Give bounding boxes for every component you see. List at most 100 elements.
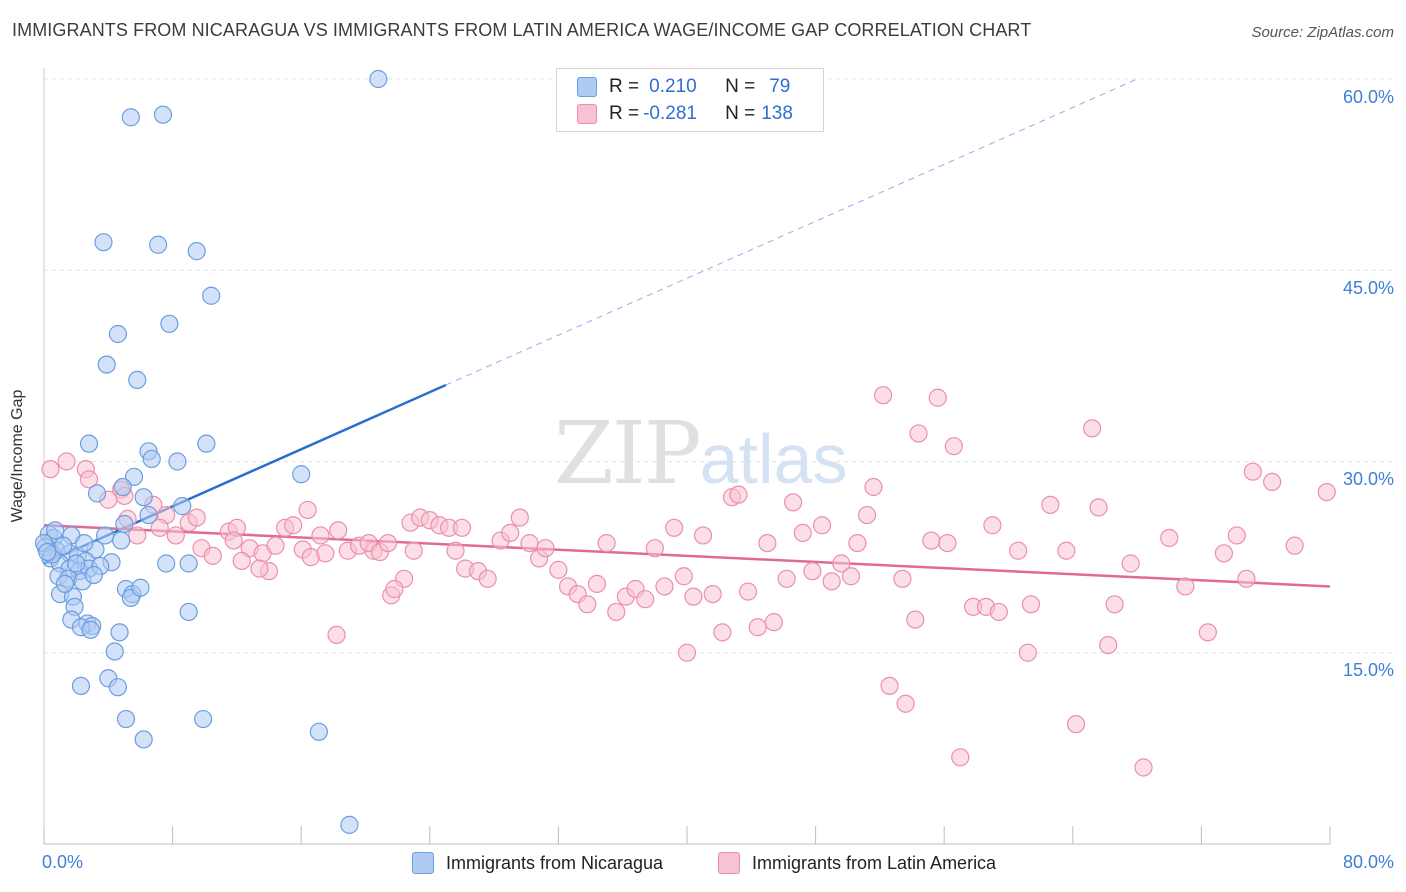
data-point-nicaragua bbox=[160, 314, 179, 333]
data-point-nicaragua bbox=[194, 709, 213, 729]
legend-label: Immigrants from Latin America bbox=[752, 852, 997, 873]
data-point-nicaragua bbox=[292, 465, 311, 484]
data-point-latin-america bbox=[1227, 526, 1246, 545]
data-point-nicaragua bbox=[67, 554, 86, 573]
trend-line-nicaragua-extension bbox=[445, 78, 1138, 386]
data-point-nicaragua bbox=[84, 565, 103, 585]
data-point-latin-america bbox=[893, 569, 912, 588]
data-point-nicaragua bbox=[134, 488, 153, 507]
data-point-latin-america bbox=[748, 618, 767, 637]
n-label: N = bbox=[725, 103, 756, 124]
data-point-latin-america bbox=[1089, 498, 1108, 517]
data-point-latin-america bbox=[1317, 483, 1336, 502]
data-point-latin-america bbox=[645, 539, 664, 558]
data-point-latin-america bbox=[1285, 536, 1304, 555]
data-point-latin-america bbox=[1041, 495, 1060, 514]
data-point-latin-america bbox=[684, 587, 703, 606]
data-point-latin-america bbox=[501, 523, 520, 543]
data-point-nicaragua bbox=[112, 531, 131, 550]
data-point-latin-america bbox=[587, 574, 607, 594]
data-points bbox=[34, 69, 1336, 834]
data-point-latin-america bbox=[510, 508, 529, 527]
data-point-latin-america bbox=[224, 531, 243, 550]
data-point-latin-america bbox=[1057, 541, 1076, 560]
data-point-latin-america bbox=[1134, 758, 1153, 777]
legend-label: Immigrants from Nicaragua bbox=[446, 852, 664, 873]
data-point-latin-america bbox=[549, 560, 568, 579]
data-point-nicaragua bbox=[197, 434, 216, 453]
data-point-nicaragua bbox=[202, 286, 221, 305]
data-point-nicaragua bbox=[173, 497, 192, 516]
data-point-latin-america bbox=[909, 424, 928, 443]
data-point-latin-america bbox=[327, 625, 346, 645]
data-point-latin-america bbox=[1160, 528, 1179, 548]
chart-title: IMMIGRANTS FROM NICARAGUA VS IMMIGRANTS … bbox=[12, 20, 1032, 40]
data-point-latin-america bbox=[329, 521, 348, 540]
data-point-nicaragua bbox=[139, 505, 158, 525]
data-point-nicaragua bbox=[110, 623, 129, 642]
data-point-nicaragua bbox=[179, 602, 198, 622]
y-tick-label: 60.0% bbox=[1342, 87, 1394, 107]
y-axis-title: Wage/Income Gap bbox=[9, 389, 26, 523]
data-point-nicaragua bbox=[369, 69, 388, 89]
data-point-latin-america bbox=[1198, 623, 1217, 642]
data-point-latin-america bbox=[446, 541, 465, 560]
n-label: N = bbox=[725, 76, 756, 97]
data-point-nicaragua bbox=[108, 324, 128, 344]
data-point-latin-america bbox=[452, 518, 472, 537]
data-point-latin-america bbox=[928, 388, 947, 407]
legend-row-latin-america: R = -0.281 N = 138 bbox=[577, 102, 793, 126]
y-tick-label: 30.0% bbox=[1342, 469, 1394, 489]
n-value: 79 bbox=[769, 76, 791, 97]
data-point-latin-america bbox=[938, 533, 957, 553]
data-point-nicaragua bbox=[142, 449, 161, 469]
data-point-latin-america bbox=[857, 505, 877, 525]
legend-item-nicaragua: Immigrants from Nicaragua bbox=[412, 852, 663, 874]
trend-lines bbox=[43, 78, 1331, 588]
data-point-latin-america bbox=[166, 526, 185, 545]
data-point-latin-america bbox=[1214, 544, 1234, 563]
data-point-latin-america bbox=[803, 562, 822, 581]
data-point-latin-america bbox=[655, 577, 674, 596]
data-point-latin-america bbox=[848, 533, 867, 553]
data-point-latin-america bbox=[316, 544, 335, 563]
data-point-latin-america bbox=[822, 572, 841, 591]
data-point-nicaragua bbox=[153, 105, 173, 124]
data-point-latin-america bbox=[703, 584, 722, 604]
data-point-nicaragua bbox=[71, 676, 91, 696]
data-point-latin-america bbox=[812, 516, 832, 535]
data-point-latin-america bbox=[896, 694, 915, 713]
data-point-latin-america bbox=[232, 551, 251, 571]
data-point-latin-america bbox=[1009, 541, 1028, 560]
data-point-latin-america bbox=[1105, 595, 1124, 614]
data-point-latin-america bbox=[674, 567, 693, 586]
data-point-latin-america bbox=[520, 533, 539, 553]
data-point-latin-america bbox=[607, 602, 626, 622]
legend-item-latin-america: Immigrants from Latin America bbox=[718, 852, 996, 874]
x-tick-label: 80.0% bbox=[1342, 852, 1394, 872]
trend-line-latin-america bbox=[43, 524, 1331, 588]
data-point-nicaragua bbox=[95, 526, 115, 545]
data-point-latin-america bbox=[665, 518, 684, 537]
data-point-latin-america bbox=[1066, 715, 1086, 734]
source-label: Source: ZipAtlas.com bbox=[1251, 24, 1394, 41]
data-point-nicaragua bbox=[38, 542, 57, 562]
legend-swatch-blue bbox=[412, 852, 434, 874]
data-point-latin-america bbox=[1099, 635, 1118, 655]
data-point-latin-america bbox=[128, 526, 147, 545]
data-point-latin-america bbox=[906, 610, 925, 629]
data-point-nicaragua bbox=[75, 533, 94, 553]
data-point-latin-america bbox=[1082, 419, 1102, 438]
data-point-latin-america bbox=[777, 569, 796, 588]
legend-swatch-pink bbox=[718, 852, 740, 874]
data-point-nicaragua bbox=[105, 642, 124, 661]
data-point-latin-america bbox=[1021, 595, 1041, 614]
data-point-latin-america bbox=[597, 533, 616, 553]
data-point-latin-america bbox=[783, 493, 803, 512]
data-point-nicaragua bbox=[131, 578, 150, 597]
data-point-latin-america bbox=[758, 533, 777, 553]
data-point-latin-america bbox=[378, 533, 398, 553]
data-point-latin-america bbox=[311, 526, 330, 545]
data-point-latin-america bbox=[922, 531, 941, 550]
